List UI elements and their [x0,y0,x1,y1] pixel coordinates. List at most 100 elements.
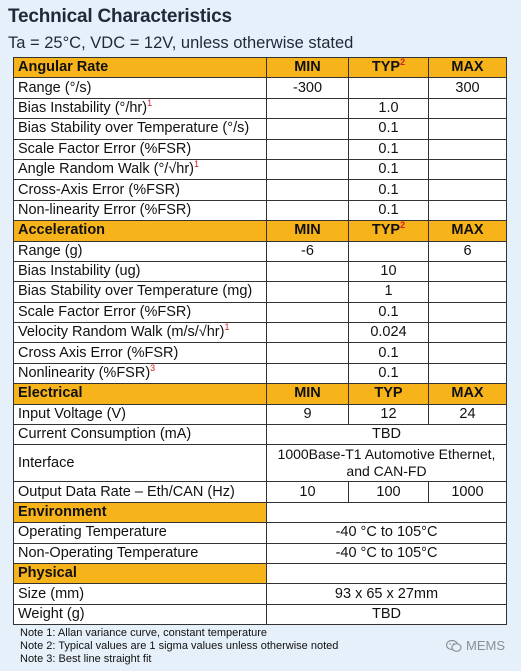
max-value [428,342,507,364]
typ-value: 100 [348,481,429,503]
parameter-label: Non-Operating Temperature [13,542,267,564]
section-title: Environment [13,501,267,524]
typ-value: 0.1 [348,118,429,140]
parameter-label: Bias Stability over Temperature (°/s) [13,118,267,140]
min-value [266,97,349,120]
table-row: Scale Factor Error (%FSR) 0.1 [13,138,507,160]
parameter-label: Range (g) [13,240,267,262]
table-row: Scale Factor Error (%FSR) 0.1 [13,301,507,324]
min-value [266,118,349,140]
max-column-header: MAX [428,383,507,405]
max-value: 24 [428,403,507,426]
parameter-label: Scale Factor Error (%FSR) [13,138,267,160]
page-title: Technical Characteristics [8,6,232,27]
table-row: Operating Temperature -40 °C to 105°C [13,522,507,544]
parameter-label: Angle Random Walk (°/√hr)1 [13,158,267,181]
table-row: Non-linearity Error (%FSR) 0.1 [13,199,507,222]
spec-table-body: Angular Rate MIN TYP2 MAX Range (°/s) -300 300… [13,56,507,626]
table-row: Weight (g) TBD [13,603,507,626]
footnote-marker: 1 [147,98,153,109]
typ-value: 0.1 [348,342,429,364]
parameter-label: Operating Temperature [13,522,267,544]
watermark-label: MEMS [466,638,505,653]
max-value [428,179,507,201]
typ-value: 0.1 [348,301,429,324]
value-cell: 93 x 65 x 27mm [266,583,507,605]
min-value [266,342,349,364]
max-value [428,138,507,160]
max-value [428,97,507,120]
table-row: Angle Random Walk (°/√hr)1 0.1 [13,158,507,181]
section-title: Physical [13,562,267,585]
typ-value [348,240,429,262]
min-value [266,179,349,201]
min-value: 10 [266,481,349,503]
max-value [428,281,507,303]
table-row: Range (°/s) -300 300 [13,77,507,99]
section-header-row: Acceleration MIN TYP2 MAX [13,220,507,242]
conditions-subtitle: Ta = 25°C, VDC = 12V, unless otherwise s… [8,34,354,52]
parameter-label: Output Data Rate – Eth/CAN (Hz) [13,481,267,503]
section-title: Acceleration [13,220,267,242]
min-value: 9 [266,403,349,426]
typ-value: 0.1 [348,158,429,181]
max-value [428,158,507,181]
value-cell: -40 °C to 105°C [266,522,507,544]
section-header-row: Angular Rate MIN TYP2 MAX [13,56,507,79]
parameter-label: Bias Stability over Temperature (mg) [13,281,267,303]
table-row: Bias Stability over Temperature (°/s) 0.1 [13,118,507,140]
wechat-icon [446,639,462,652]
min-column-header: MIN [266,383,349,405]
table-row: Output Data Rate – Eth/CAN (Hz) 10 100 1000 [13,481,507,503]
parameter-label: Cross Axis Error (%FSR) [13,342,267,364]
footnote-marker: 1 [224,322,230,333]
min-value [266,138,349,160]
typ-value: 0.1 [348,362,429,385]
table-row: Input Voltage (V) 9 12 24 [13,403,507,426]
footnote: Note 3: Best line straight fit [20,653,152,665]
min-value [266,158,349,181]
header-blank [266,562,507,585]
value-cell: TBD [266,424,507,446]
footnote-marker: 1 [194,159,200,170]
max-value [428,199,507,222]
table-row: Range (g) -6 6 [13,240,507,262]
section-title: Electrical [13,383,267,405]
typ-column-header: TYP [348,383,429,405]
parameter-label: Size (mm) [13,583,267,605]
max-column-header: MAX [428,220,507,242]
typ-value: 0.1 [348,199,429,222]
section-header-row: Environment [13,501,507,524]
min-value: -6 [266,240,349,262]
footnote-marker: 2 [400,57,406,68]
min-value: -300 [266,77,349,99]
table-row: Cross-Axis Error (%FSR) 0.1 [13,179,507,201]
parameter-label: Bias Instability (ug) [13,260,267,283]
table-row: Interface 1000Base-T1 Automotive Ethernet… [13,444,507,483]
footnotes: Note 1: Allan variance curve, constant t… [20,627,338,666]
value-cell: 1000Base-T1 Automotive Ethernet, and CAN… [266,444,507,483]
typ-value: 0.1 [348,179,429,201]
max-value [428,362,507,385]
max-value [428,118,507,140]
typ-value: 1 [348,281,429,303]
max-value: 6 [428,240,507,262]
parameter-label: Scale Factor Error (%FSR) [13,301,267,324]
parameter-label: Non-linearity Error (%FSR) [13,199,267,222]
max-value: 300 [428,77,507,99]
parameter-label: Interface [13,444,267,483]
table-row: Size (mm) 93 x 65 x 27mm [13,583,507,605]
parameter-label: Nonlinearity (%FSR)3 [13,362,267,385]
section-header-row: Physical [13,562,507,585]
parameter-label: Weight (g) [13,603,267,626]
parameter-label: Velocity Random Walk (m/s/√hr)1 [13,322,267,344]
min-value [266,281,349,303]
header-blank [266,501,507,524]
min-value [266,322,349,344]
value-cell: -40 °C to 105°C [266,542,507,564]
min-value [266,362,349,385]
table-row: Velocity Random Walk (m/s/√hr)1 0.024 [13,322,507,344]
typ-value: 12 [348,403,429,426]
table-row: Cross Axis Error (%FSR) 0.1 [13,342,507,364]
typ-value: 0.1 [348,138,429,160]
